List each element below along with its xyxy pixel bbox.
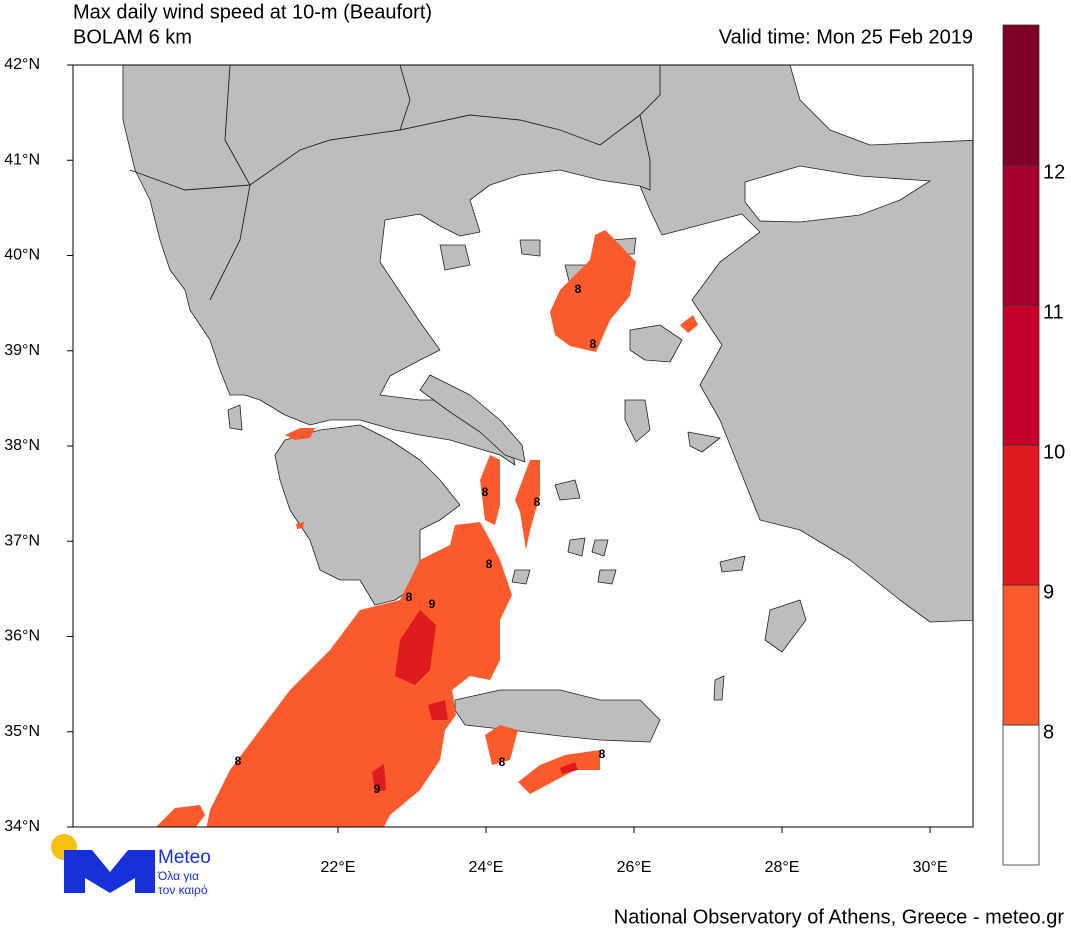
colorbar-label: 11 [1043, 301, 1064, 323]
land [713, 675, 725, 701]
footer-credit: National Observatory of Athens, Greece -… [614, 906, 1065, 928]
logo: Meteo Όλα για τον καιρό [51, 834, 211, 897]
wind-area [285, 428, 315, 440]
colorbar-box [1002, 584, 1040, 726]
wind-area [296, 522, 304, 529]
contour-label: 8 [406, 590, 413, 604]
land [624, 399, 651, 443]
logo-tagline: τον καιρό [158, 883, 208, 897]
x-tick-label: 26°E [617, 859, 652, 876]
contour-label: 8 [575, 282, 582, 296]
wind-area [515, 460, 540, 550]
country-border [399, 65, 411, 131]
land [227, 404, 243, 431]
wind-area [156, 805, 205, 827]
land [629, 324, 683, 363]
y-tick-label: 34°N [4, 818, 40, 835]
wind-area [395, 610, 436, 685]
wind-area [206, 522, 512, 827]
wind-area [518, 750, 600, 794]
sea-of-marmara [744, 165, 932, 223]
y-tick-label: 36°N [4, 628, 40, 645]
y-tick-label: 39°N [4, 342, 40, 359]
wind-fields [156, 230, 698, 827]
land [597, 569, 617, 585]
land [567, 537, 586, 557]
land [764, 599, 807, 653]
land [439, 244, 471, 271]
colorbar-box [1002, 444, 1040, 586]
logo-mark [64, 850, 155, 893]
x-tick-label: 28°E [765, 859, 800, 876]
contour-label: 8 [534, 495, 541, 509]
y-tick-label: 41°N [4, 151, 40, 168]
colorbar-box [1002, 164, 1040, 306]
country-border [639, 114, 651, 191]
land [687, 431, 721, 453]
land [511, 569, 531, 585]
wind-area [560, 762, 578, 774]
x-tick-label: 30°E [913, 859, 948, 876]
wind-area [480, 455, 500, 525]
land [719, 555, 746, 573]
logo-tagline: Όλα για [157, 869, 199, 883]
valid-time: Valid time: Mon 25 Feb 2019 [719, 26, 973, 48]
wind-area [550, 230, 636, 352]
contour-labels: 8 8 8 8 8 8 9 8 9 8 8 [235, 282, 606, 796]
contour-label: 8 [482, 485, 489, 499]
land [554, 479, 581, 501]
map-area: 8 8 8 8 8 8 9 8 9 8 8 [72, 64, 974, 828]
y-tick-label: 40°N [4, 247, 40, 264]
colorbar-label: 9 [1043, 581, 1054, 603]
wind-area [485, 725, 518, 765]
contour-label: 9 [429, 597, 436, 611]
y-tick-label: 37°N [4, 532, 40, 549]
map-title: Max daily wind speed at 10-m (Beaufort) [73, 1, 432, 23]
colorbar-box [1002, 724, 1040, 866]
contour-label: 8 [486, 557, 493, 571]
contour-label: 8 [599, 747, 606, 761]
colorbar-label: 12 [1043, 161, 1065, 183]
x-tick-label: 22°E [321, 859, 356, 876]
y-tick-label: 42°N [4, 56, 40, 73]
colorbar: 8 9 10 11 12 [1002, 24, 1065, 866]
contour-label: 8 [499, 755, 506, 769]
axes: 34°N 35°N 36°N 37°N 38°N 39°N 40°N 41°N 42°N 22°E… [4, 56, 947, 876]
colorbar-box [1002, 24, 1040, 166]
country-border [209, 65, 251, 301]
colorbar-label: 10 [1043, 441, 1065, 463]
contour-label: 8 [590, 337, 597, 351]
contour-label: 8 [235, 754, 242, 768]
land [591, 539, 609, 557]
logo-name: Meteo [158, 847, 211, 868]
wind-area [680, 315, 698, 333]
x-tick-label: 24°E [469, 859, 504, 876]
y-tick-label: 38°N [4, 437, 40, 454]
wind-area [428, 700, 448, 720]
model-name: BOLAM 6 km [73, 26, 192, 48]
wind-area [372, 764, 386, 792]
land [519, 239, 541, 257]
colorbar-label: 8 [1043, 721, 1054, 743]
contour-label: 9 [374, 782, 381, 796]
y-tick-label: 35°N [4, 723, 40, 740]
land [419, 374, 526, 463]
colorbar-box [1002, 304, 1040, 446]
